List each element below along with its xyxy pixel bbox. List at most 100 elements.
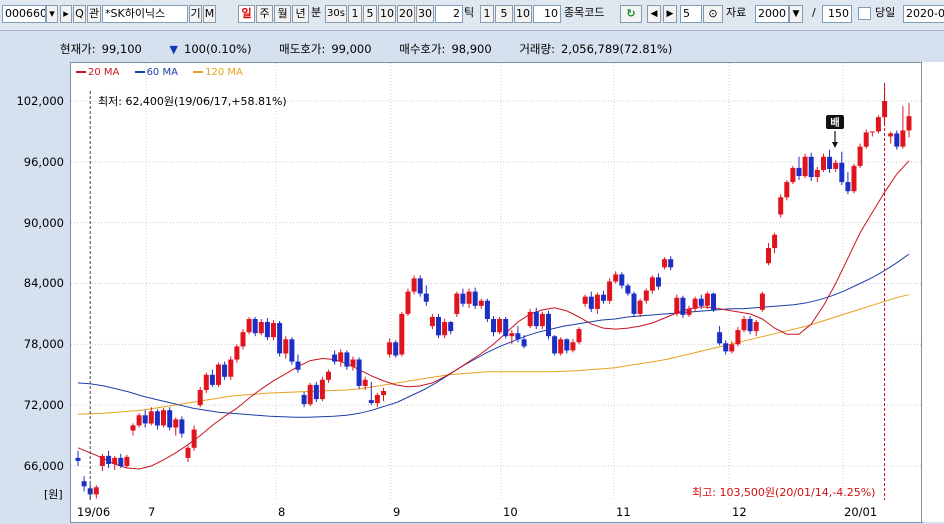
min-5-button[interactable]: 5 [363, 5, 377, 23]
candle-body [283, 339, 289, 354]
candle-body [368, 400, 374, 404]
candle-body [564, 339, 570, 351]
stock-code-input[interactable]: 000660 [2, 5, 46, 23]
min-30-button[interactable]: 30 [416, 5, 434, 23]
code-dropdown-button[interactable]: ▾ [46, 5, 58, 23]
tick-5-button[interactable]: 5 [495, 5, 513, 23]
tick-custom-input[interactable]: 10 [533, 5, 561, 23]
buy-marker-label: 배 [830, 116, 839, 129]
candle-body [191, 429, 197, 448]
candle-body [417, 278, 423, 294]
x-tick-label: 19/06 [77, 505, 111, 519]
chevron-down-icon[interactable]: ▼ [789, 5, 803, 23]
min-1-button[interactable]: 1 [348, 5, 362, 23]
period-minute-label: 분 [311, 6, 322, 19]
min-10-button[interactable]: 10 [378, 5, 396, 23]
candlestick-chart[interactable]: 배 [71, 63, 921, 503]
period-day-tab[interactable]: 일 [238, 5, 255, 23]
settings-icon[interactable]: ⊙ [703, 5, 723, 23]
candle-body [821, 156, 826, 170]
candle-body [637, 300, 643, 314]
candle-body [704, 293, 710, 306]
legend-ma20[interactable]: 20 MA [76, 67, 119, 78]
candle-body [588, 296, 594, 309]
candle-body [711, 293, 716, 310]
x-tick-label: 7 [148, 505, 156, 519]
ask-label: 매도호가: [279, 42, 326, 56]
candle-body [313, 384, 319, 400]
candle-body [845, 182, 851, 192]
legend-ma60[interactable]: 60 MA [134, 67, 178, 78]
candle-body [888, 133, 894, 137]
y-tick-label: 84,000 [23, 276, 64, 290]
min-20-button[interactable]: 20 [397, 5, 415, 23]
candle-body [332, 354, 338, 362]
candle-body [338, 352, 344, 362]
candle-body [484, 300, 490, 319]
search-icon[interactable]: Q [73, 5, 86, 23]
tick-10-button[interactable]: 10 [514, 5, 532, 23]
period-week-tab[interactable]: 주 [256, 5, 273, 23]
unit-label: [원] [44, 488, 63, 501]
refresh-icon[interactable]: ↻ [620, 5, 642, 23]
x-tick-label: 20/01 [844, 505, 878, 519]
candle-body [735, 330, 741, 345]
candle-body [460, 293, 466, 304]
candle-body [344, 352, 350, 367]
y-tick-label: 78,000 [23, 337, 64, 351]
date-input[interactable]: 2020-0 [903, 5, 944, 23]
candle-body [833, 162, 839, 169]
play-button[interactable]: ▸ [60, 5, 72, 23]
step-input[interactable]: 5 [680, 5, 702, 23]
candle-body [277, 323, 283, 354]
candle-body [527, 311, 533, 327]
period-year-tab[interactable]: 년 [292, 5, 309, 23]
tick-count-input[interactable]: 2 [435, 5, 463, 23]
mode-ki-button[interactable]: 기 [189, 5, 202, 23]
candle-body [142, 415, 148, 424]
candle-body [173, 419, 179, 428]
candle-body [93, 487, 99, 495]
candle-body [130, 425, 136, 431]
prev-arrow-icon[interactable]: ◀ [647, 5, 661, 23]
max-price-annotation: 최고: 103,500원(20/01/14,-4.25%) [692, 486, 876, 499]
candle-body [747, 319, 753, 332]
candle-body [631, 293, 637, 314]
candle-body [643, 290, 649, 301]
next-arrow-icon[interactable]: ▶ [663, 5, 677, 23]
y-tick-label: 96,000 [23, 155, 64, 169]
candle-body [533, 311, 539, 327]
candle-body [185, 447, 191, 458]
legend-ma120[interactable]: 120 MA [193, 67, 243, 78]
candle-body [619, 274, 625, 286]
candle-body [900, 130, 906, 147]
related-button[interactable]: 관 [87, 5, 101, 23]
price-chart[interactable]: 배 [70, 62, 922, 503]
x-tick-label: 11 [616, 505, 631, 519]
same-day-checkbox[interactable] [858, 7, 871, 20]
candle-body [601, 294, 606, 301]
candle-body [778, 197, 784, 215]
candle-body [252, 319, 258, 334]
candle-body [796, 167, 802, 176]
x-tick-label: 8 [278, 505, 286, 519]
page-size-input[interactable]: 150 [822, 5, 852, 23]
tick-1-button[interactable]: 1 [480, 5, 494, 23]
period-month-tab[interactable]: 월 [274, 5, 291, 23]
candle-body [851, 165, 857, 192]
candle-body [607, 281, 613, 301]
candle-body [295, 361, 301, 370]
data-count-select[interactable]: 2000 [755, 5, 789, 23]
mode-m-button[interactable]: M [203, 5, 216, 23]
ma20-line [77, 160, 910, 470]
candle-body [802, 156, 808, 177]
min-30s-button[interactable]: 30s [325, 5, 347, 23]
candle-body [423, 293, 429, 302]
candle-body [454, 293, 460, 314]
candle-body [509, 333, 515, 337]
candle-body [356, 359, 362, 386]
candle-body [869, 131, 875, 133]
candle-body [558, 339, 564, 354]
x-axis [70, 500, 923, 523]
stock-name-field[interactable]: *SK하이닉스 [102, 5, 188, 23]
